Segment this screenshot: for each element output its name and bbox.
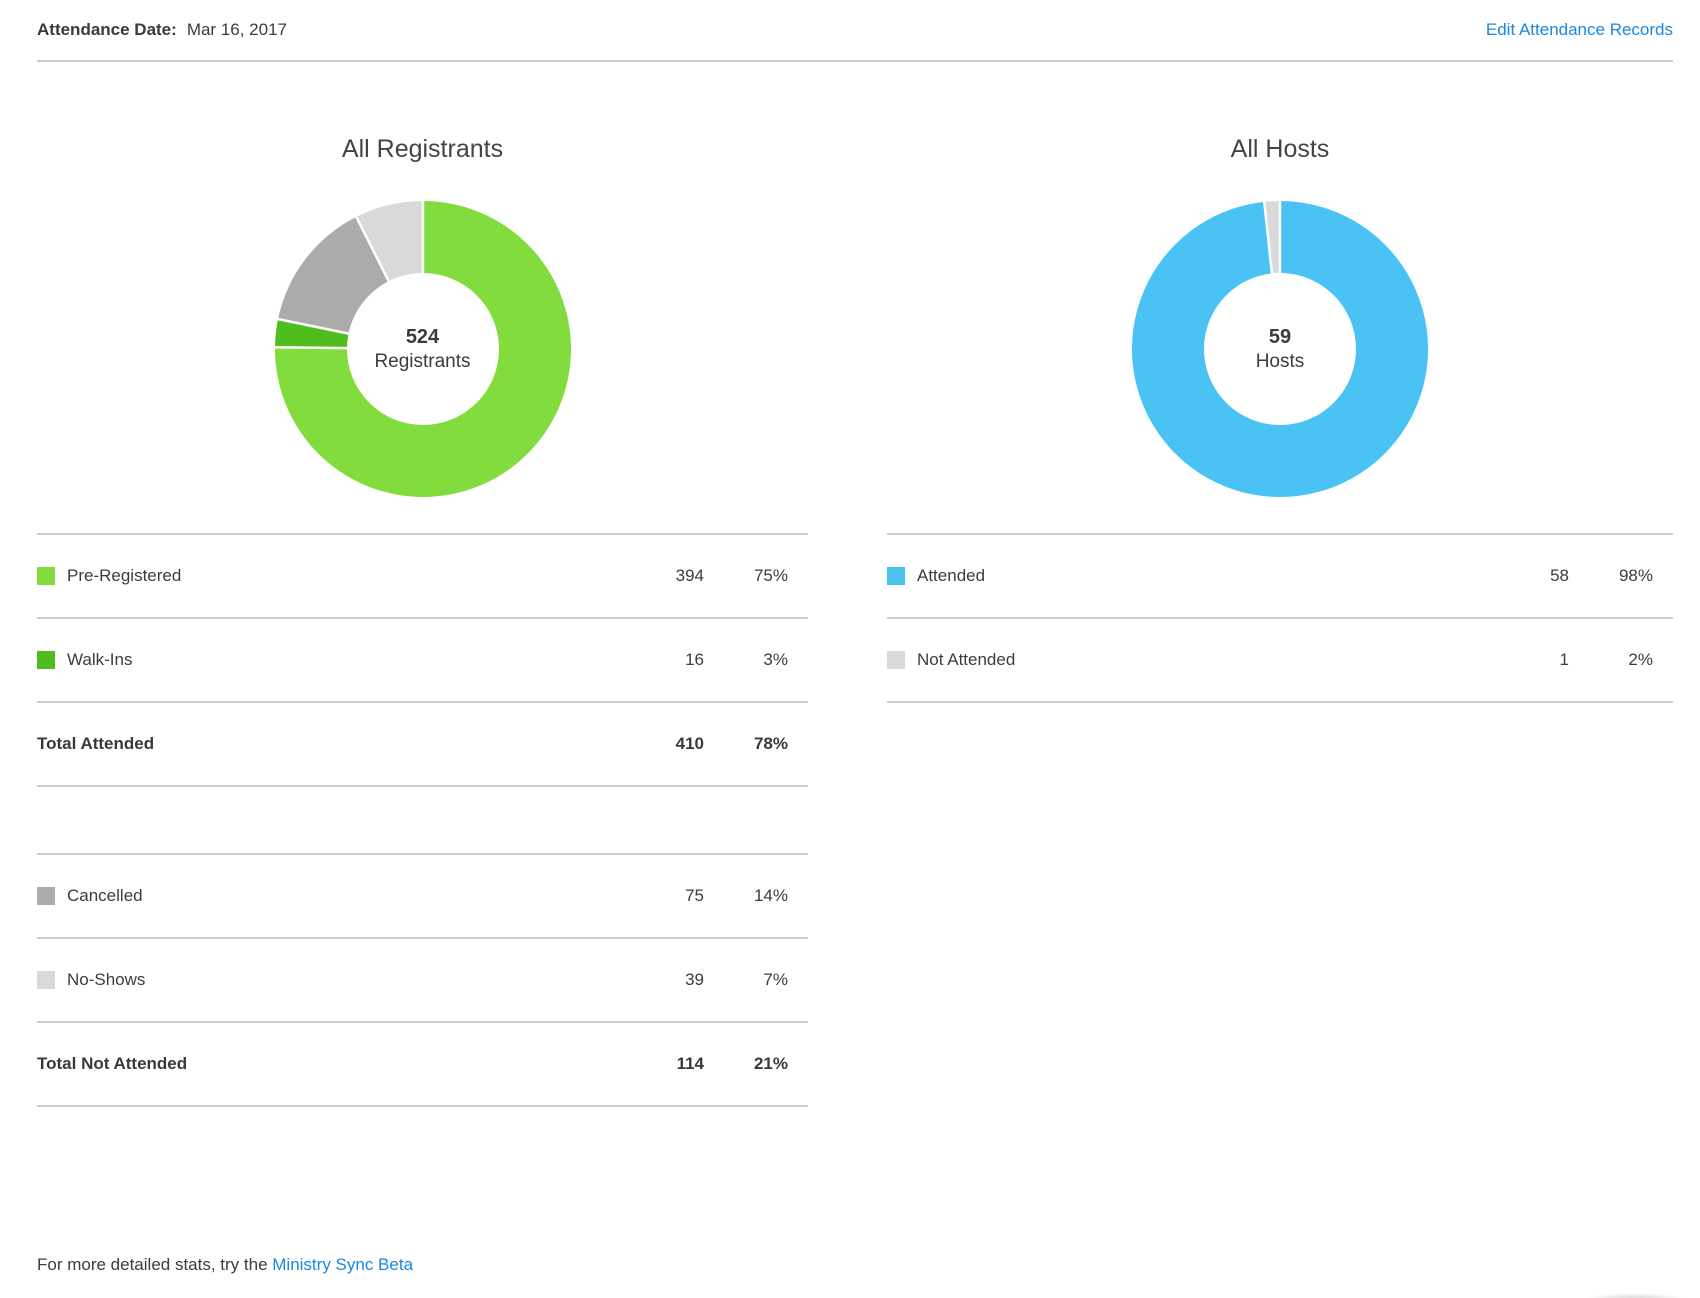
legend-row-cancelled: Cancelled 75 14% [37, 855, 808, 939]
segment-separator [354, 215, 391, 284]
hosts-section: All Hosts 59 Hosts Attended 58 98% Not Atte… [887, 62, 1673, 1107]
donut-segment-cancelled[interactable] [277, 216, 389, 334]
legend-row-attended: Attended 58 98% [887, 535, 1673, 619]
registrants-legend-table: Pre-Registered 394 75% Walk-Ins 16 3% Total At… [37, 533, 808, 1107]
legend-count: 58 [1550, 566, 1569, 585]
legend-percent: 3% [763, 650, 788, 669]
legend-count: 114 [676, 1054, 704, 1073]
legend-label: Not Attended [917, 650, 1016, 669]
legend-row-total-attended: Total Attended 410 78% [37, 703, 808, 787]
donut-segment-attended[interactable] [1132, 201, 1429, 497]
legend-label: Walk-Ins [67, 650, 133, 669]
footer-note: For more detailed stats, try the Ministr… [37, 1255, 1673, 1275]
edit-attendance-records-link[interactable]: Edit Attendance Records [1485, 20, 1673, 39]
attendance-date: Attendance Date: Mar 16, 2017 [37, 20, 287, 40]
legend-swatch-walk-ins [37, 651, 55, 669]
ministry-sync-beta-link[interactable]: Ministry Sync Beta [272, 1255, 414, 1274]
legend-swatch-no-shows [37, 971, 55, 989]
legend-count: 394 [675, 566, 704, 585]
bottom-right-widget-shadow [1570, 1290, 1700, 1298]
charts-area: All Registrants 524 Registrants Pre-Regi… [37, 62, 1673, 1107]
legend-swatch-cancelled [37, 887, 55, 905]
donut-segment-pre-registered[interactable] [274, 201, 571, 497]
donut-segment-not-attended[interactable] [1264, 201, 1280, 274]
hosts-chart-title: All Hosts [1230, 135, 1330, 163]
legend-swatch-attended [887, 567, 905, 585]
footer-text: For more detailed stats, try the [37, 1255, 273, 1274]
registrants-donut-svg [273, 200, 571, 497]
registrants-donut-chart: 524 Registrants [273, 199, 573, 499]
segment-separator [273, 345, 349, 350]
legend-count: 16 [685, 650, 704, 669]
legend-swatch-not-attended [887, 651, 905, 669]
segment-separator [276, 317, 351, 336]
segment-separator [1262, 200, 1274, 276]
donut-segment-no-shows[interactable] [355, 201, 423, 282]
hosts-donut-svg [1132, 200, 1429, 497]
legend-percent: 98% [1618, 566, 1653, 585]
legend-percent: 75% [753, 566, 788, 585]
page-header: Attendance Date: Mar 16, 2017 Edit Attend… [37, 0, 1673, 62]
legend-count: 410 [675, 734, 704, 753]
legend-label: Total Not Attended [37, 1054, 188, 1073]
legend-percent: 7% [763, 970, 788, 989]
registrants-chart-title: All Registrants [341, 135, 504, 163]
legend-percent: 2% [1628, 650, 1653, 669]
legend-swatch-pre-registered [37, 567, 55, 585]
legend-count: 39 [685, 970, 704, 989]
legend-percent: 78% [753, 734, 788, 753]
legend-row-total-not-attended: Total Not Attended 114 21% [37, 1023, 808, 1107]
legend-percent: 14% [753, 886, 788, 905]
hosts-donut-chart: 59 Hosts [1130, 199, 1430, 499]
legend-row-no-shows: No-Shows 39 7% [37, 939, 808, 1023]
legend-count: 75 [685, 886, 704, 905]
legend-percent: 21% [753, 1054, 788, 1073]
legend-label: Cancelled [67, 886, 143, 905]
legend-count: 1 [1559, 650, 1569, 669]
donut-segment-walk-ins[interactable] [274, 319, 349, 349]
registrants-section: All Registrants 524 Registrants Pre-Regi… [37, 62, 808, 1107]
legend-row-not-attended: Not Attended 1 2% [887, 619, 1673, 703]
legend-label: Pre-Registered [67, 566, 182, 585]
attendance-date-value: Mar 16, 2017 [186, 20, 287, 39]
legend-row-pre-registered: Pre-Registered 394 75% [37, 535, 808, 619]
attendance-date-label: Attendance Date: [37, 20, 177, 39]
legend-row-walk-ins: Walk-Ins 16 3% [37, 619, 808, 703]
legend-label: No-Shows [67, 970, 146, 989]
legend-spacer-row [37, 787, 808, 855]
hosts-legend-table: Attended 58 98% Not Attended 1 2% [887, 533, 1673, 703]
legend-label: Attended [917, 566, 986, 585]
legend-label: Total Attended [37, 734, 155, 753]
